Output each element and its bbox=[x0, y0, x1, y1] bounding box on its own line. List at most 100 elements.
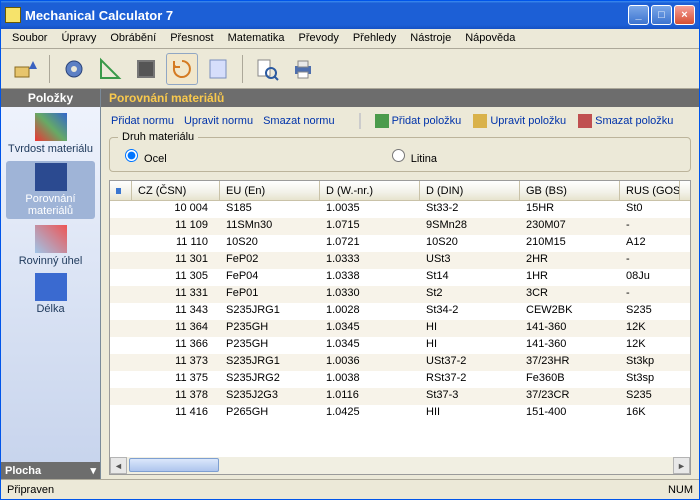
table-cell: S235JRG1 bbox=[220, 354, 320, 371]
norm-link[interactable]: Smazat normu bbox=[263, 115, 335, 127]
toolbar-gear-icon[interactable] bbox=[58, 53, 90, 85]
table-row[interactable]: 11 366P235GH1.0345HI141-36012K bbox=[110, 337, 690, 354]
toolbar-refresh-icon[interactable] bbox=[166, 53, 198, 85]
table-cell: 1HR bbox=[520, 269, 620, 286]
scroll-right-button[interactable]: ► bbox=[673, 457, 690, 474]
titlebar[interactable]: Mechanical Calculator 7 _ □ × bbox=[1, 1, 699, 29]
sidebar-items: Tvrdost materiálu Porovnání materiálů Rovi… bbox=[1, 107, 100, 462]
item-link[interactable]: Přidat položku bbox=[392, 115, 462, 127]
sidebar-bottom[interactable]: Plocha ▾ bbox=[1, 462, 100, 479]
material-type-group: Druh materiálu Ocel Litina bbox=[109, 137, 691, 172]
material-type-legend: Druh materiálu bbox=[118, 131, 198, 143]
table-cell: S235 bbox=[620, 388, 680, 405]
toolbar-triangle-icon[interactable] bbox=[94, 53, 126, 85]
sidebar-item-label: Porovnání materiálů bbox=[6, 193, 95, 217]
item-link[interactable]: Smazat položku bbox=[595, 115, 673, 127]
table: CZ (ČSN)EU (En)D (W.-nr.)D (DIN)GB (BS)R… bbox=[109, 180, 691, 475]
scroll-thumb[interactable] bbox=[129, 458, 219, 472]
window-buttons: _ □ × bbox=[628, 5, 695, 25]
table-cell: 11 416 bbox=[132, 405, 220, 422]
table-row[interactable]: 11 331FeP011.0330St23CR- bbox=[110, 286, 690, 303]
menu-soubor[interactable]: Soubor bbox=[5, 29, 54, 48]
sidebar-item-icon bbox=[35, 225, 67, 253]
table-cell: 1.0036 bbox=[320, 354, 420, 371]
table-cell: 1.0715 bbox=[320, 218, 420, 235]
menu-úpravy[interactable]: Úpravy bbox=[54, 29, 103, 48]
column-header[interactable]: D (DIN) bbox=[420, 181, 520, 200]
table-row[interactable]: 11 343S235JRG11.0028St34-2CEW2BKS235 bbox=[110, 303, 690, 320]
scroll-left-button[interactable]: ◄ bbox=[110, 457, 127, 474]
toolbar-print-icon[interactable] bbox=[287, 53, 319, 85]
main-title: Porovnání materiálů bbox=[101, 89, 699, 107]
table-cell: Fe360B bbox=[520, 371, 620, 388]
menu-obrábění[interactable]: Obrábění bbox=[103, 29, 163, 48]
table-cell: 1.0116 bbox=[320, 388, 420, 405]
table-cell: 11SMn30 bbox=[220, 218, 320, 235]
material-radio[interactable]: Ocel bbox=[120, 146, 167, 165]
app-icon bbox=[5, 7, 21, 23]
close-button[interactable]: × bbox=[674, 5, 695, 25]
sidebar-item[interactable]: Délka bbox=[6, 273, 95, 321]
table-body[interactable]: 10 004S1851.0035St33-215HRSt011 10911SMn… bbox=[110, 201, 690, 457]
column-header[interactable]: GB (BS) bbox=[520, 181, 620, 200]
table-cell: S235 bbox=[620, 303, 680, 320]
menu-převody[interactable]: Převody bbox=[291, 29, 345, 48]
sidebar-item[interactable]: Rovinný úhel bbox=[6, 225, 95, 273]
menu-nástroje[interactable]: Nástroje bbox=[403, 29, 458, 48]
table-row[interactable]: 11 305FeP041.0338St141HR08Ju bbox=[110, 269, 690, 286]
column-header[interactable]: RUS (GOST) bbox=[620, 181, 680, 200]
table-row[interactable]: 11 10911SMn301.07159SMn28230M07- bbox=[110, 218, 690, 235]
toolbar-open-icon[interactable] bbox=[9, 53, 41, 85]
sidebar-item-label: Tvrdost materiálu bbox=[6, 143, 95, 155]
minimize-button[interactable]: _ bbox=[628, 5, 649, 25]
item-link[interactable]: Upravit položku bbox=[490, 115, 566, 127]
material-radio[interactable]: Litina bbox=[387, 146, 437, 165]
main-panel: Porovnání materiálů Přidat normu Upravit … bbox=[101, 89, 699, 479]
table-row[interactable]: 11 301FeP021.0333USt32HR- bbox=[110, 252, 690, 269]
toolbar-sheet-icon[interactable] bbox=[202, 53, 234, 85]
table-cell: USt37-2 bbox=[420, 354, 520, 371]
table-cell: St14 bbox=[420, 269, 520, 286]
table-cell: St37-3 bbox=[420, 388, 520, 405]
table-row[interactable]: 11 11010S201.072110S20210M15A12 bbox=[110, 235, 690, 252]
toolbar-grid-icon[interactable] bbox=[130, 53, 162, 85]
menu-matematika[interactable]: Matematika bbox=[221, 29, 292, 48]
table-cell: 11 301 bbox=[132, 252, 220, 269]
table-row[interactable]: 11 375S235JRG21.0038RSt37-2Fe360BSt3sp bbox=[110, 371, 690, 388]
table-cell: 08Ju bbox=[620, 269, 680, 286]
chevron-down-icon: ▾ bbox=[90, 464, 96, 477]
table-cell: 1.0425 bbox=[320, 405, 420, 422]
table-cell: HI bbox=[420, 337, 520, 354]
table-row[interactable]: 11 364P235GH1.0345HI141-36012K bbox=[110, 320, 690, 337]
table-cell: 3CR bbox=[520, 286, 620, 303]
table-row[interactable]: 11 378S235J2G31.0116St37-337/23CRS235 bbox=[110, 388, 690, 405]
menu-přehledy[interactable]: Přehledy bbox=[346, 29, 403, 48]
column-header[interactable]: CZ (ČSN) bbox=[132, 181, 220, 200]
menu-přesnost[interactable]: Přesnost bbox=[163, 29, 220, 48]
table-cell: HII bbox=[420, 405, 520, 422]
scroll-track[interactable] bbox=[127, 457, 673, 474]
table-cell: St33-2 bbox=[420, 201, 520, 218]
app-window: Mechanical Calculator 7 _ □ × SouborÚpra… bbox=[0, 0, 700, 500]
titlebar-text: Mechanical Calculator 7 bbox=[25, 8, 173, 23]
action-icon bbox=[473, 114, 487, 128]
maximize-button[interactable]: □ bbox=[651, 5, 672, 25]
table-cell: St3kp bbox=[620, 354, 680, 371]
h-scrollbar[interactable]: ◄ ► bbox=[110, 457, 690, 474]
table-cell: 1.0038 bbox=[320, 371, 420, 388]
table-cell: 141-360 bbox=[520, 337, 620, 354]
table-row[interactable]: 10 004S1851.0035St33-215HRSt0 bbox=[110, 201, 690, 218]
column-header[interactable]: EU (En) bbox=[220, 181, 320, 200]
table-cell: 151-400 bbox=[520, 405, 620, 422]
norm-link[interactable]: Přidat normu bbox=[111, 115, 174, 127]
table-row[interactable]: 11 416P265GH1.0425HII151-40016K bbox=[110, 405, 690, 422]
sidebar-item[interactable]: Porovnání materiálů bbox=[6, 161, 95, 219]
table-row[interactable]: 11 373S235JRG11.0036USt37-237/23HRSt3kp bbox=[110, 354, 690, 371]
table-cell: P265GH bbox=[220, 405, 320, 422]
menu-nápověda[interactable]: Nápověda bbox=[458, 29, 522, 48]
toolbar-preview-icon[interactable] bbox=[251, 53, 283, 85]
sidebar-item[interactable]: Tvrdost materiálu bbox=[6, 113, 95, 161]
norm-link[interactable]: Upravit normu bbox=[184, 115, 253, 127]
column-header[interactable]: D (W.-nr.) bbox=[320, 181, 420, 200]
sidebar-item-icon bbox=[35, 113, 67, 141]
